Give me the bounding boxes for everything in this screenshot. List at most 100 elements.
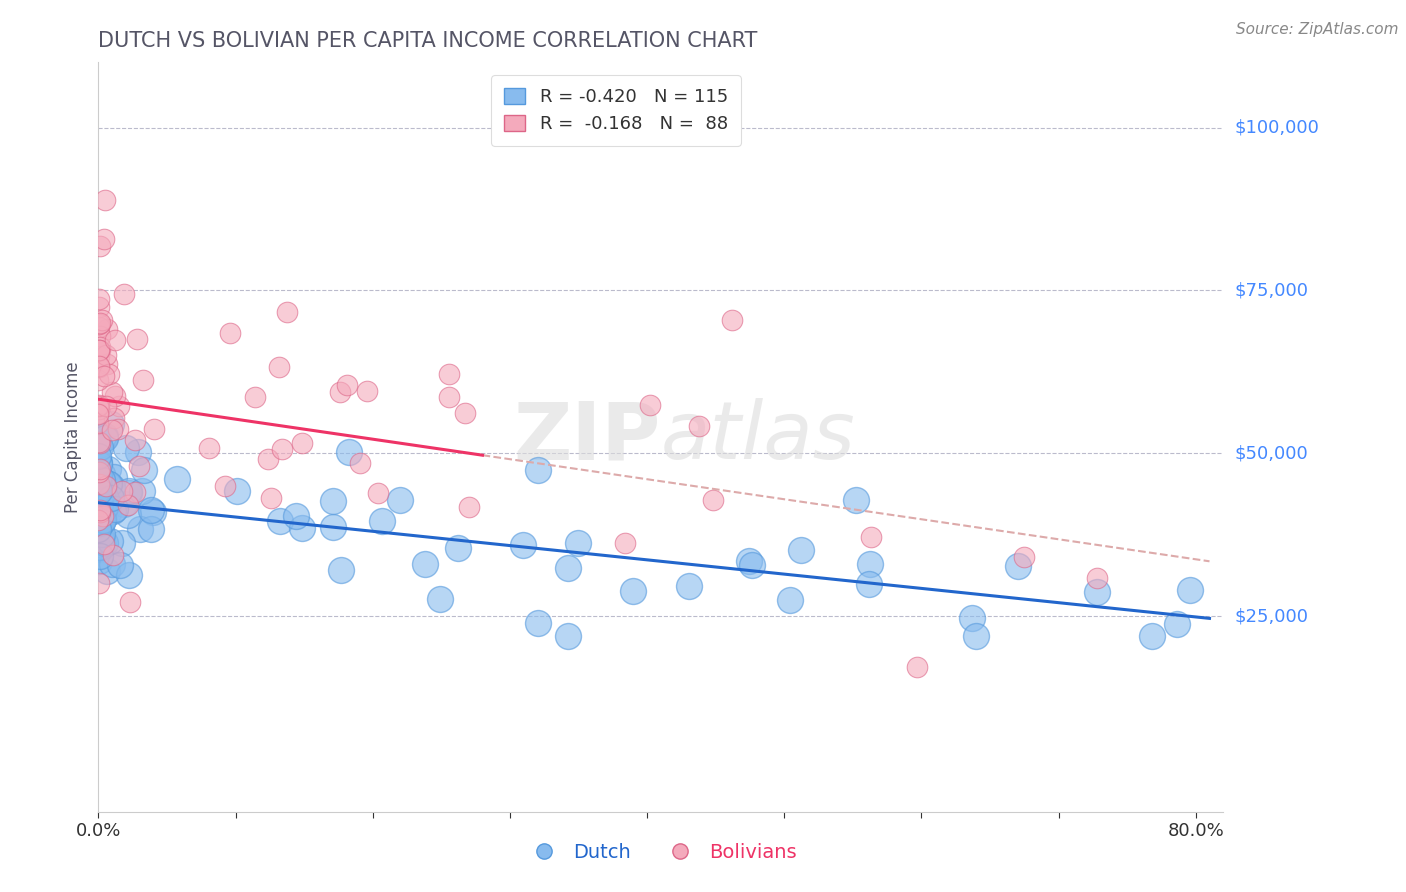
Point [89,488,111,502]
Point [89,300,111,314]
Point [388,492,411,507]
Point [89,239,111,253]
Point [117,508,139,523]
Point [613,536,636,550]
Point [87,359,110,374]
Point [94,536,117,550]
Point [91,467,114,481]
Point [97,462,120,476]
Point [93,368,115,383]
Point [621,584,644,599]
Point [349,456,371,470]
Point [107,399,129,413]
Point [356,384,378,398]
Point [89,440,111,454]
Point [291,436,314,450]
Point [94,428,117,442]
Point [93,537,115,551]
Point [557,560,579,574]
Point [1085,585,1108,599]
Point [139,503,162,517]
Point [678,579,700,593]
Point [738,554,761,568]
Point [260,491,283,505]
Point [567,535,589,549]
Point [89,343,111,357]
Point [98,533,121,548]
Point [860,530,883,544]
Point [87,507,110,521]
Point [429,591,451,606]
Point [87,516,110,530]
Point [267,360,290,375]
Point [91,486,114,500]
Point [91,527,114,541]
Point [94,479,117,493]
Point [142,505,165,519]
Point [127,445,149,459]
Point [965,629,987,643]
Point [557,629,579,643]
Point [87,499,110,513]
Point [97,477,120,491]
Point [330,563,353,577]
Point [87,373,110,387]
Point [90,532,112,546]
Point [120,595,142,609]
Point [276,305,298,319]
Point [90,475,112,490]
Point [87,349,110,363]
Point [87,434,110,449]
Point [89,503,111,517]
Point [371,514,394,528]
Point [118,485,141,500]
Point [108,558,131,572]
Point [89,343,111,358]
Text: $50,000: $50,000 [1234,444,1308,462]
Point [107,422,129,436]
Point [104,333,127,347]
Point [526,616,548,631]
Point [219,326,242,340]
Point [87,457,110,471]
Point [117,498,139,512]
Point [1178,583,1201,598]
Point [87,417,110,431]
Point [101,423,124,437]
Point [87,476,110,491]
Point [118,568,141,582]
Point [91,509,114,524]
Point [91,486,114,500]
Point [90,541,112,555]
Point [512,538,534,552]
Point [741,558,763,572]
Text: $25,000: $25,000 [1234,607,1309,625]
Point [322,494,344,508]
Point [87,399,110,413]
Legend: Dutch, Bolivians: Dutch, Bolivians [517,835,804,870]
Point [87,491,110,506]
Point [98,367,121,381]
Point [89,320,111,334]
Point [87,407,110,421]
Point [845,493,868,508]
Point [458,500,481,515]
Point [87,576,110,591]
Point [1140,629,1163,643]
Text: $100,000: $100,000 [1234,119,1319,136]
Point [128,458,150,473]
Point [89,465,111,479]
Point [93,482,115,496]
Point [214,479,236,493]
Point [453,406,475,420]
Text: ZIP: ZIP [513,398,661,476]
Point [91,513,114,527]
Point [101,557,124,571]
Point [257,452,280,467]
Point [243,390,266,404]
Point [688,418,710,433]
Point [91,516,114,530]
Point [89,469,111,483]
Point [89,340,111,354]
Point [91,492,114,507]
